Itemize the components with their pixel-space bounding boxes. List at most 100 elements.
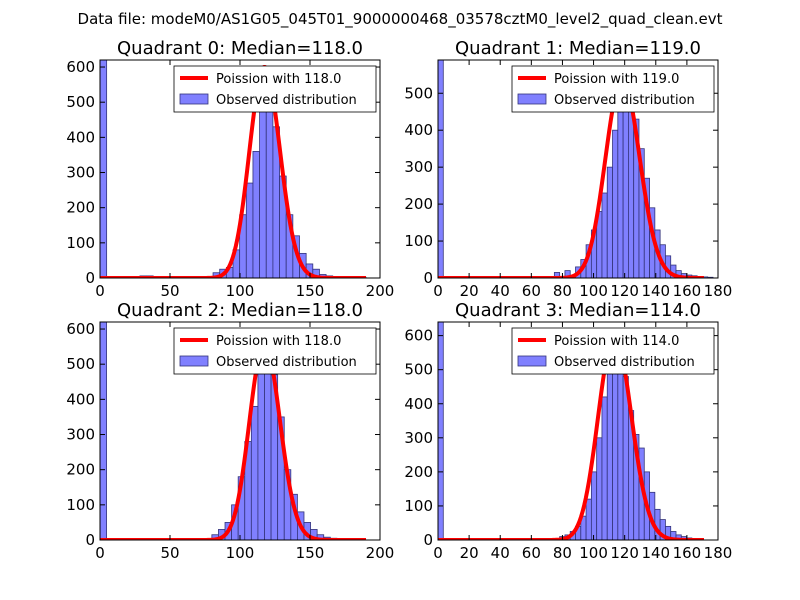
chart-2-ytick-label-6: 600 (66, 320, 95, 338)
chart-0-bar-11 (252, 151, 260, 278)
chart-0-title: Quadrant 0: Median=118.0 (117, 38, 363, 59)
chart-2-bar-7 (250, 405, 259, 540)
chart-1-ytick-label-5: 500 (404, 84, 433, 102)
chart-0-ytick-label-3: 300 (66, 164, 95, 182)
chart-3-xtick-label-6: 120 (610, 544, 639, 562)
chart-2-legend-observed-label: Observed distribution (216, 355, 357, 370)
chart-2-xtick-label-1: 50 (160, 544, 179, 562)
chart-3-bar-7 (590, 471, 598, 540)
chart-3-xtick-label-9: 180 (704, 544, 733, 562)
chart-1-ytick-label-1: 100 (404, 232, 433, 250)
chart-1-xtick-label-6: 120 (610, 282, 639, 300)
chart-2-ytick-label-1: 100 (66, 496, 95, 514)
chart-3-legend-poisson-label: Poission with 114.0 (554, 334, 679, 349)
chart-0-bars (100, 60, 367, 278)
chart-1-xtick-label-7: 140 (641, 282, 670, 300)
chart-3-bar-8 (596, 437, 603, 540)
chart-3-ytick-label-2: 200 (404, 463, 433, 481)
chart-1-bar-10 (612, 129, 619, 278)
chart-3-bar-9 (601, 396, 608, 540)
chart-2-legend: Poission with 118.0 Observed distribution (173, 327, 377, 375)
chart-0-ytick-label-6: 600 (66, 58, 95, 76)
chart-1-legend-observed-label: Observed distribution (554, 93, 695, 108)
chart-3-poisson-line (438, 333, 705, 540)
chart-0-bar-20 (312, 268, 320, 278)
chart-3-legend-observed-label: Observed distribution (554, 355, 695, 370)
chart-0-xtick-label-3: 150 (296, 282, 325, 300)
chart-0-legend-poisson-label: Poission with 118.0 (216, 72, 341, 87)
chart-1: 0 20 40 60 80 100 120 140 160 1800100200300400500… (404, 38, 732, 300)
chart-3-xtick-label-8: 160 (673, 544, 702, 562)
chart-3-bar-10 (606, 362, 613, 540)
chart-1-xtick-label-0: 0 (433, 282, 443, 300)
chart-1-poisson-line (438, 76, 705, 278)
chart-0-bar-0 (100, 60, 108, 278)
chart-2-legend-poisson-label: Poission with 118.0 (216, 334, 341, 349)
chart-1-legend-poisson-label: Poission with 119.0 (554, 72, 679, 87)
chart-3: 0 20 40 60 80 100 120 140 160 1800100200300400500… (404, 300, 732, 562)
chart-1-ytick-label-4: 400 (404, 121, 433, 139)
chart-1-legend: Poission with 119.0 Observed distribution (511, 65, 715, 113)
chart-0-bar-12 (259, 94, 267, 278)
chart-3-xtick-label-5: 100 (579, 544, 608, 562)
chart-3-legend: Poission with 114.0 Observed distribution (511, 327, 715, 375)
chart-1-legend-bar-swatch (517, 93, 547, 105)
chart-3-legend-bar-swatch (517, 355, 547, 367)
chart-1-xtick-label-5: 100 (579, 282, 608, 300)
chart-3-bar-12 (617, 348, 624, 540)
chart-0-xtick-label-1: 50 (160, 282, 179, 300)
chart-3-ytick-label-3: 300 (404, 429, 433, 447)
chart-1-ytick-label-2: 200 (404, 195, 433, 213)
chart-3-frame (437, 321, 719, 541)
chart-3-xtick-label-3: 60 (522, 544, 541, 562)
chart-0-xtick-label-2: 100 (226, 282, 255, 300)
chart-1-frame (437, 59, 719, 279)
chart-3-ytick-label-5: 500 (404, 361, 433, 379)
chart-3-xtick-label-4: 80 (553, 544, 572, 562)
chart-1-ytick-label-0: 0 (423, 269, 433, 287)
chart-0-ytick-label-0: 0 (85, 269, 95, 287)
chart-1-bar-0 (438, 60, 444, 278)
chart-1-bar-9 (606, 166, 613, 278)
chart-1-xtick-label-3: 60 (522, 282, 541, 300)
chart-3-bar-6 (585, 498, 592, 540)
chart-1-ytick-label-3: 300 (404, 158, 433, 176)
chart-1-bar-1 (553, 272, 561, 278)
chart-2-ytick-label-3: 300 (66, 426, 95, 444)
chart-3-bar-0 (438, 322, 444, 540)
chart-0-ytick-label-4: 400 (66, 128, 95, 146)
chart-0-xtick-label-0: 0 (95, 282, 105, 300)
chart-2-xtick-label-2: 100 (226, 544, 255, 562)
chart-1-bar-8 (601, 192, 608, 278)
chart-2-bar-8 (257, 360, 265, 540)
chart-0-ytick-label-1: 100 (66, 234, 95, 252)
chart-2-legend-bar-swatch (179, 355, 209, 367)
chart-3-title: Quadrant 3: Median=114.0 (455, 300, 701, 321)
chart-2: 0 50 100 150 200 0 100 200 300 400 500 600 Quadrant … (66, 300, 394, 562)
chart-1-xtick-label-4: 80 (553, 282, 572, 300)
chart-2-xtick-label-4: 200 (366, 544, 395, 562)
chart-2-bar-0 (100, 322, 107, 540)
chart-3-ytick-label-0: 0 (423, 531, 433, 549)
chart-0-legend-bar-swatch (179, 93, 209, 105)
chart-1-xtick-label-2: 40 (491, 282, 510, 300)
chart-0-legend-observed-label: Observed distribution (216, 93, 357, 108)
chart-2-ytick-label-4: 400 (66, 390, 95, 408)
figure-title: Data file: modeM0/AS1G05_045T01_90000004… (78, 10, 723, 29)
chart-0-legend: Poission with 118.0 Observed distribution (173, 65, 377, 113)
chart-3-xtick-label-2: 40 (491, 544, 510, 562)
chart-0-ytick-label-5: 500 (66, 93, 95, 111)
chart-0: 0 50 100 150 200 0 100 200 300 400 500 600 Quadrant … (66, 38, 394, 300)
chart-3-xtick-label-0: 0 (433, 544, 443, 562)
chart-2-ytick-label-5: 500 (66, 355, 95, 373)
chart-1-xtick-label-9: 180 (704, 282, 733, 300)
chart-2-ytick-label-2: 200 (66, 461, 95, 479)
chart-1-bar-11 (617, 111, 624, 278)
chart-1-xtick-label-8: 160 (673, 282, 702, 300)
chart-2-xtick-label-0: 0 (95, 544, 105, 562)
chart-2-ytick-label-0: 0 (85, 531, 95, 549)
chart-3-xtick-label-1: 20 (460, 544, 479, 562)
chart-3-ytick-label-4: 400 (404, 395, 433, 413)
chart-2-title: Quadrant 2: Median=118.0 (117, 300, 363, 321)
